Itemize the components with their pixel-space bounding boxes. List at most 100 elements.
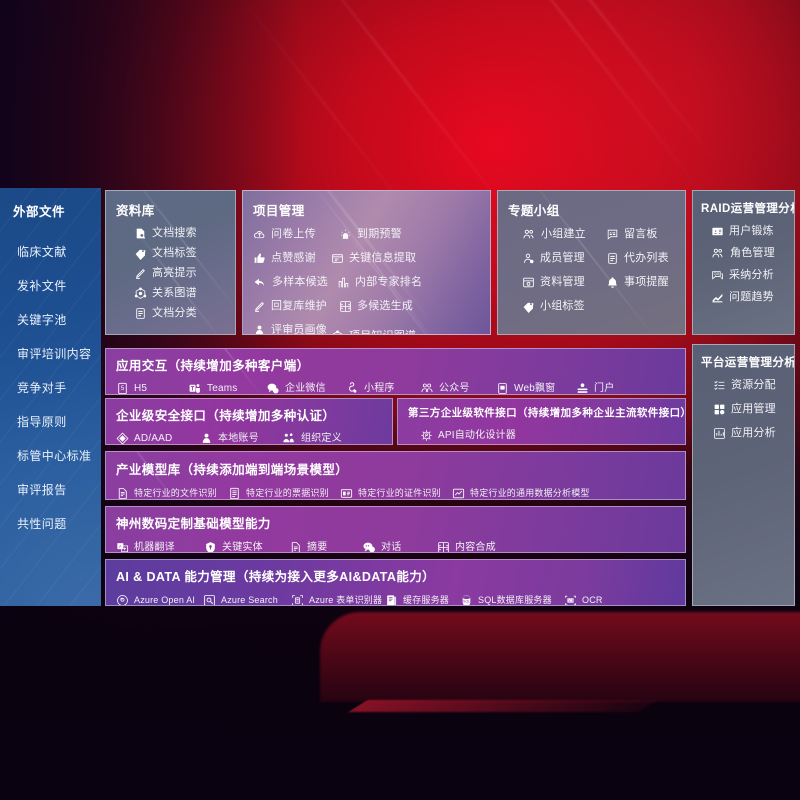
- panel-raid-title: RAID运营管理分析: [701, 203, 795, 215]
- workgroup-item-label: 小组标签: [540, 300, 585, 312]
- pen-edit-icon: [253, 300, 266, 313]
- ai-item-cache-server[interactable]: 缓存服务器: [385, 594, 460, 605]
- library-item-document-classify[interactable]: 文档分类: [134, 307, 235, 320]
- app-item-official-account[interactable]: 公众号: [420, 382, 496, 394]
- raid-item-adoption-analysis[interactable]: QA 采纳分析: [711, 269, 794, 282]
- raid-item-label: 问题趋势: [729, 291, 774, 303]
- base-model-item-label: 机器翻译: [134, 541, 175, 553]
- ai-item-form-recognizer[interactable]: Azure 表单识别器: [291, 594, 385, 605]
- sidebar-item-supplementary-file[interactable]: 发补文件: [17, 278, 67, 293]
- workgroup-item-member-management[interactable]: 成员管理: [522, 252, 606, 265]
- industry-item-label: 特定行业的证件识别: [358, 488, 441, 498]
- project-item-multi-candidate-gen[interactable]: 多候选生成: [339, 300, 423, 313]
- library-item-highlight[interactable]: 高亮提示: [134, 267, 235, 280]
- panel-ai-data-title: AI & DATA 能力管理（持续为接入更多AI&DATA能力）: [116, 570, 436, 584]
- project-item-questionnaire-upload[interactable]: 问卷上传: [253, 228, 339, 241]
- workgroup-item-event-reminder[interactable]: 事项提醒: [606, 276, 680, 289]
- workgroup-item-message-board[interactable]: 留言板: [606, 228, 680, 241]
- sidebar-item-common-issues[interactable]: 共性问题: [17, 516, 67, 531]
- data-analysis-icon: [452, 487, 465, 499]
- app-item-miniprogram[interactable]: 小程序: [346, 382, 420, 394]
- platform-item-resource-allocation[interactable]: 资源分配: [713, 379, 794, 392]
- sidebar-item-standards-center[interactable]: 标管中心标准: [17, 448, 92, 463]
- sidebar: 外部文件 临床文献 发补文件 关键字池 审评培训内容 竞争对手 指导原则 标管中…: [0, 188, 101, 606]
- id-recognize-icon: [340, 487, 353, 499]
- industry-item-id-recognition[interactable]: 特定行业的证件识别: [340, 487, 452, 499]
- raid-item-user-training[interactable]: 用户锻炼: [711, 225, 794, 238]
- base-model-item-key-entity[interactable]: 关键实体: [204, 541, 289, 552]
- industry-item-receipt-recognition[interactable]: 特定行业的票据识别: [228, 487, 340, 499]
- app-item-h5[interactable]: 5 H5: [116, 382, 188, 394]
- ai-item-ocr[interactable]: OCR OCR: [564, 594, 614, 605]
- app-item-label: H5: [134, 382, 148, 394]
- workgroup-item-label: 成员管理: [540, 252, 585, 264]
- app-item-web-popup[interactable]: Web飘窗: [496, 382, 576, 394]
- app-analysis-icon: [713, 427, 726, 440]
- sidebar-title: 外部文件: [13, 205, 66, 219]
- library-item-document-search[interactable]: 文档搜索: [134, 227, 235, 240]
- base-model-item-machine-translation[interactable]: A 机器翻译: [116, 541, 204, 553]
- industry-item-data-analysis-model[interactable]: 特定行业的通用数据分析模型: [452, 487, 615, 499]
- expand-grid-icon: [339, 300, 352, 313]
- project-item-label: 项目知识图谱: [349, 330, 416, 334]
- search-box-icon: [203, 594, 216, 605]
- wecom-icon: [266, 382, 280, 394]
- workgroup-item-label: 小组建立: [541, 228, 586, 240]
- sidebar-item-keyword-pool[interactable]: 关键字池: [17, 312, 67, 327]
- project-item-expert-ranking[interactable]: 内部专家排名: [337, 276, 422, 289]
- security-item-ad-aad[interactable]: AD/AAD: [116, 432, 200, 444]
- workgroup-item-todo-list[interactable]: 代办列表: [606, 252, 680, 265]
- ai-item-azure-openai[interactable]: Azure Open AI: [116, 594, 203, 605]
- app-item-teams[interactable]: Teams: [188, 382, 266, 394]
- security-item-label: AD/AAD: [134, 432, 173, 444]
- library-item-label: 文档搜索: [152, 227, 197, 239]
- app-item-wecom[interactable]: 企业微信: [266, 382, 346, 394]
- security-item-org-definition[interactable]: 组织定义: [282, 432, 364, 444]
- panel-app-interaction-title: 应用交互（持续增加多种客户端）: [116, 359, 310, 373]
- sidebar-item-review-training[interactable]: 审评培训内容: [17, 346, 92, 361]
- workgroup-item-group-tag[interactable]: 小组标签: [522, 300, 606, 313]
- security-item-local-account[interactable]: 本地账号: [200, 432, 282, 444]
- trend-chart-icon: [711, 291, 724, 304]
- project-item-knowledge-graph[interactable]: 项目知识图谱: [331, 324, 429, 334]
- receipt-recognize-icon: [228, 487, 241, 499]
- industry-item-label: 特定行业的通用数据分析模型: [470, 488, 590, 498]
- sidebar-item-competitors[interactable]: 竞争对手: [17, 380, 67, 395]
- base-model-item-summary[interactable]: 摘要: [289, 541, 362, 553]
- panel-workgroup-title: 专题小组: [508, 204, 560, 218]
- panel-project-management: 项目管理 问卷上传 到期预警 点赞感谢 关键信息提取: [242, 190, 491, 335]
- panel-third-party-title: 第三方企业级软件接口（持续增加多种企业主流软件接口）: [408, 407, 686, 419]
- base-model-item-label: 摘要: [307, 541, 328, 553]
- workgroup-item-create-group[interactable]: 小组建立: [522, 228, 606, 241]
- project-item-label: 多样本候选: [272, 276, 328, 288]
- project-item-key-info-extract[interactable]: 关键信息提取: [331, 252, 417, 265]
- sidebar-item-clinical-literature[interactable]: 临床文献: [17, 244, 67, 259]
- panel-library-title: 资料库: [116, 204, 155, 218]
- platform-item-app-analysis[interactable]: 应用分析: [713, 427, 794, 440]
- base-model-item-dialog[interactable]: 对话: [362, 541, 437, 552]
- key-entity-icon: [204, 541, 217, 552]
- project-item-thanks[interactable]: 点赞感谢: [253, 252, 331, 265]
- base-model-item-content-synthesis[interactable]: 内容合成: [437, 541, 527, 552]
- workgroup-item-label: 留言板: [624, 228, 658, 240]
- library-item-relation-graph[interactable]: 关系图谱: [134, 287, 235, 300]
- industry-item-file-recognition[interactable]: 特定行业的文件识别: [116, 487, 228, 499]
- panel-base-model: 神州数码定制基础模型能力 A 机器翻译 关键实体 摘要 对话: [105, 506, 686, 553]
- ai-item-sql-database[interactable]: SQL SQL数据库服务器: [460, 594, 564, 605]
- ai-item-label: OCR: [582, 595, 603, 605]
- library-item-document-tag[interactable]: 文档标签: [134, 247, 235, 260]
- project-item-due-warning[interactable]: 到期预警: [339, 228, 423, 241]
- project-item-multi-sample-candidate[interactable]: 多样本候选: [253, 276, 337, 289]
- platform-item-app-management[interactable]: 应用管理: [713, 403, 794, 416]
- ai-item-azure-search[interactable]: Azure Search: [203, 594, 291, 605]
- raid-item-issue-trend[interactable]: 问题趋势: [711, 291, 794, 304]
- workgroup-item-material-management[interactable]: 资料管理: [522, 276, 606, 289]
- sidebar-item-review-report[interactable]: 审评报告: [17, 482, 67, 497]
- raid-item-role-management[interactable]: 角色管理: [711, 247, 794, 260]
- project-item-reply-library[interactable]: 回复库维护: [253, 300, 339, 313]
- sidebar-item-guidelines[interactable]: 指导原则: [17, 414, 67, 429]
- knowledge-graph-icon: [134, 287, 147, 300]
- third-party-item-api-designer[interactable]: API自动化设计器: [420, 429, 516, 442]
- project-item-reviewer-profile[interactable]: 评审员画像: [253, 324, 331, 334]
- app-item-portal[interactable]: 门户: [576, 382, 642, 394]
